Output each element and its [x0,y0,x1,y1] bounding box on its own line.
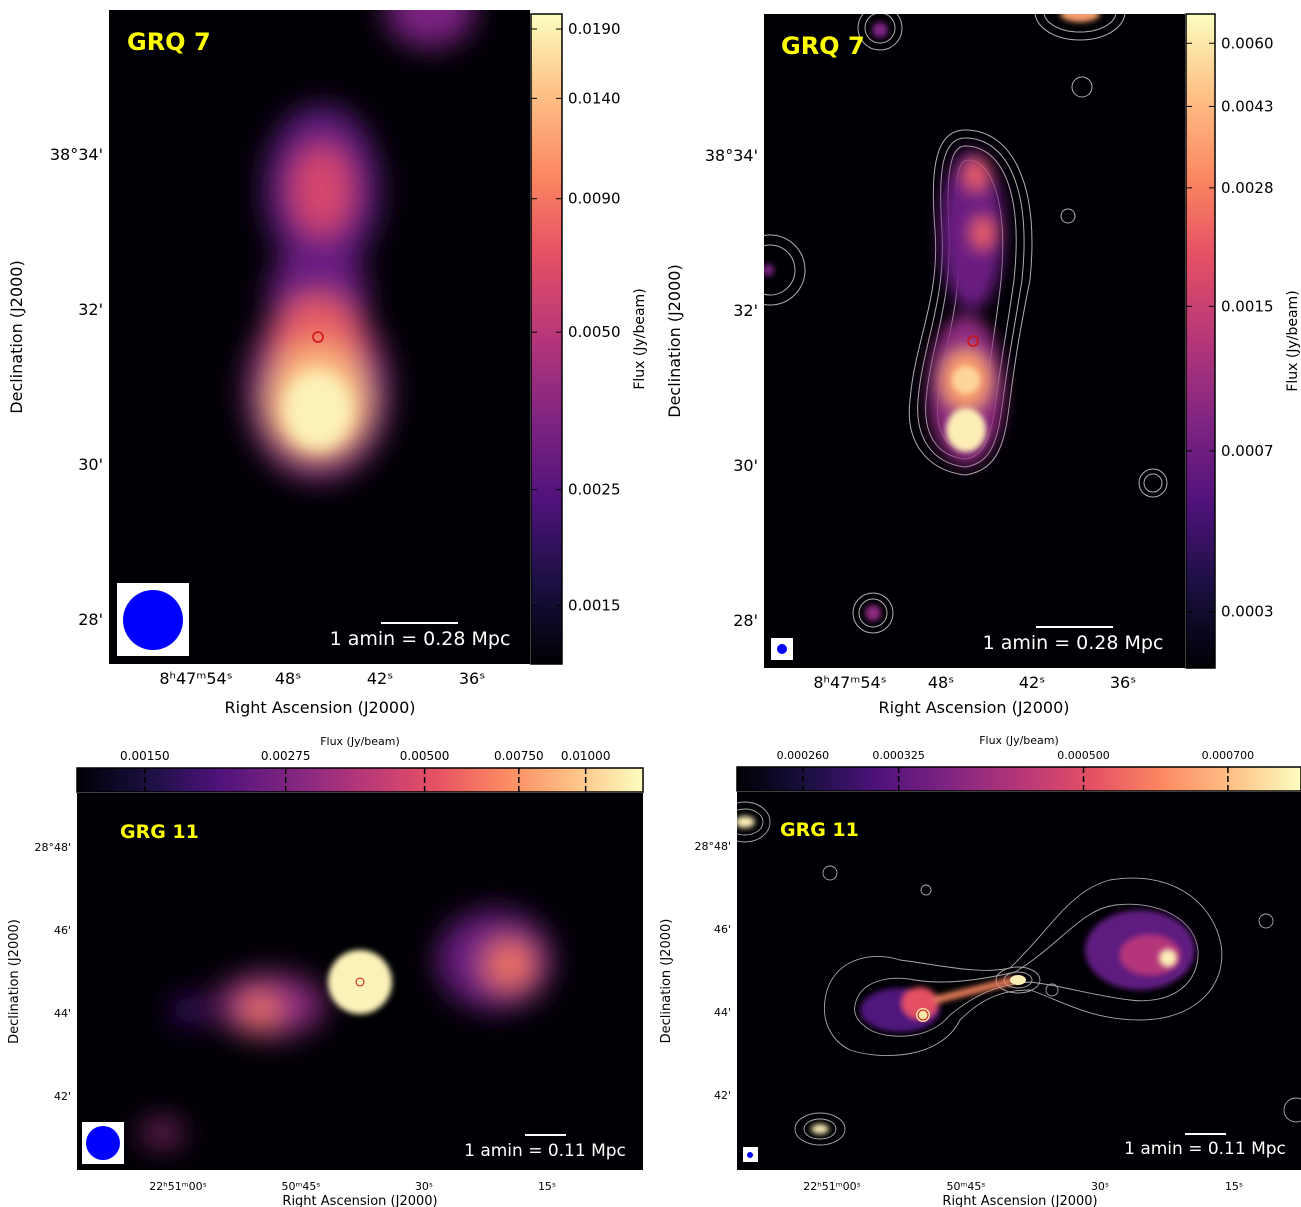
y-axis-label: Declination (J2000) [665,264,684,417]
colorbar-tick-label: 0.000260 [777,749,830,762]
colorbar-label: Flux (Jy/beam) [320,735,400,748]
y-tick-label: 44' [54,1007,71,1020]
colorbar-label: Flux (Jy/beam) [979,734,1059,747]
colorbar-label: Flux (Jy/beam) [632,288,648,389]
x-tick-label: 50ᵐ45ˢ [947,1180,986,1193]
x-tick-label: 42ˢ [367,669,393,688]
y-tick-label: 32' [78,300,103,319]
y-tick-label: 44' [714,1006,731,1019]
colorbar-tick-label: 0.000500 [1057,749,1110,762]
y-tick-label: 30' [78,455,103,474]
colorbar-tick-label: 0.0190 [568,20,621,38]
panel-title: GRQ 7 [127,28,211,56]
panel-title: GRQ 7 [781,32,865,60]
colorbar-tick-label: 0.0043 [1221,97,1274,115]
x-tick-label: 30ˢ [415,1180,433,1193]
colorbar-label: Flux (Jy/beam) [1285,290,1301,391]
x-tick-label: 42ˢ [1019,673,1045,692]
radio-map [720,792,1301,1170]
scale-bar-label: 1 amin = 0.11 Mpc [464,1141,626,1161]
y-tick-label: 38°34' [50,145,103,164]
colorbar-tick-label: 0.0060 [1221,34,1274,52]
colorbar-tick-label: 0.0015 [1221,297,1274,315]
colorbar [1186,14,1215,668]
colorbar-tick-label: 0.00275 [261,749,311,763]
y-tick-label: 28°48' [694,840,731,853]
colorbar [77,768,643,792]
y-axis-label: Declination (J2000) [659,919,674,1044]
colorbar-tick-label: 0.00150 [120,749,170,763]
y-tick-label: 46' [54,924,71,937]
x-tick-label: 8ʰ47ᵐ54ˢ [159,669,232,688]
radio-map [109,0,530,664]
colorbar-tick-label: 0.0050 [568,323,621,341]
colorbar-tick-label: 0.0090 [568,190,621,208]
y-tick-label: 46' [714,923,731,936]
x-tick-label: 48ˢ [275,669,301,688]
colorbar [531,14,562,664]
y-tick-label: 42' [54,1090,71,1103]
x-axis-label: Right Ascension (J2000) [942,1194,1097,1207]
figure: 8ʰ47ᵐ54ˢ 48ˢ 42ˢ 36ˢ 38°34' 32' 30' 28' Right As… [0,0,1301,1207]
colorbar-tick-label: 0.000700 [1202,749,1255,762]
panel-title: GRG 11 [120,821,199,843]
x-tick-label: 30ˢ [1091,1180,1109,1193]
y-tick-label: 32' [733,301,758,320]
y-axis-label: Declination (J2000) [7,260,26,413]
y-tick-label: 28' [733,611,758,630]
colorbar-tick-label: 0.0140 [568,89,621,107]
page: {"chart_data":[ {"type":"image","title":… [0,0,1301,1207]
colorbar-tick-label: 0.00750 [494,749,544,763]
y-tick-label: 28' [78,610,103,629]
x-tick-label: 50ᵐ45ˢ [282,1180,321,1193]
scale-bar-label: 1 amin = 0.11 Mpc [1124,1139,1286,1159]
colorbar-tick-label: 0.0003 [1221,603,1274,621]
x-tick-label: 36ˢ [1110,673,1136,692]
scale-bar-label: 1 amin = 0.28 Mpc [983,632,1164,654]
x-tick-label: 36ˢ [459,669,485,688]
x-axis-label: Right Ascension (J2000) [879,698,1070,717]
x-tick-label: 15ˢ [1225,1180,1243,1193]
panel-title: GRG 11 [780,819,859,841]
x-tick-label: 8ʰ47ᵐ54ˢ [813,673,886,692]
y-tick-label: 30' [733,456,758,475]
colorbar [737,767,1301,791]
colorbar-tick-label: 0.000325 [872,749,925,762]
x-tick-label: 15ˢ [538,1180,556,1193]
colorbar-tick-label: 0.01000 [561,749,611,763]
y-axis-label: Declination (J2000) [7,919,22,1044]
x-tick-label: 22ʰ51ᵐ00ˢ [803,1180,860,1193]
y-tick-label: 42' [714,1089,731,1102]
colorbar-tick-label: 0.0007 [1221,442,1274,460]
scale-bar-label: 1 amin = 0.28 Mpc [330,628,511,650]
colorbar-tick-label: 0.0028 [1221,179,1274,197]
x-axis-label: Right Ascension (J2000) [225,698,416,717]
y-tick-label: 28°48' [34,841,71,854]
colorbar-tick-label: 0.0025 [568,481,621,499]
radio-map [735,0,1185,668]
y-tick-label: 38°34' [705,146,758,165]
x-tick-label: 22ʰ51ᵐ00ˢ [149,1180,206,1193]
colorbar-tick-label: 0.00500 [400,749,450,763]
x-axis-label: Right Ascension (J2000) [282,1194,437,1207]
colorbar-tick-label: 0.0015 [568,597,621,615]
x-tick-label: 48ˢ [928,673,954,692]
radio-map [77,793,643,1170]
